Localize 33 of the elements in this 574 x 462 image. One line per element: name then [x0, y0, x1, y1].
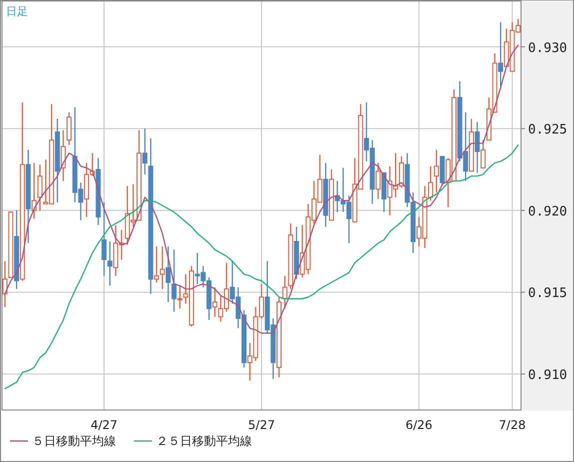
- line-series: [4, 144, 519, 390]
- chart-title: 日足: [6, 5, 28, 18]
- candlestick: [212, 286, 218, 318]
- candlestick: [172, 249, 177, 312]
- candlestick: [107, 240, 112, 286]
- candlestick: [288, 222, 294, 290]
- candlestick: [142, 128, 148, 176]
- candlestick: [166, 246, 171, 303]
- candlestick: [434, 149, 439, 194]
- legend-label: ２５日移動平均線: [156, 434, 252, 448]
- candlestick: [148, 138, 154, 294]
- candlestick: [160, 246, 165, 290]
- candlestick: [102, 202, 107, 276]
- x-tick-label: 4/27: [90, 418, 118, 432]
- x-tick-label: 6/26: [405, 418, 432, 432]
- x-tick-label: 7/28: [498, 418, 526, 432]
- candlestick: [26, 149, 31, 244]
- candlestick: [323, 162, 328, 228]
- y-tick-label: 0.910: [528, 368, 568, 384]
- y-tick-label: 0.930: [528, 40, 568, 56]
- candlestick: [177, 285, 182, 310]
- candlestick: [498, 22, 504, 87]
- y-tick-label: 0.925: [528, 122, 568, 138]
- y-tick-label: 0.915: [528, 286, 568, 302]
- candlestick: [54, 118, 60, 203]
- candlestick: [474, 121, 480, 174]
- candlestick: [60, 130, 66, 182]
- candlestick: [96, 157, 101, 226]
- candlestick: [282, 275, 288, 310]
- candlestick: [37, 164, 42, 212]
- x-tick-label: 5/27: [248, 418, 275, 432]
- legend-label: ５日移動平均線: [32, 434, 116, 448]
- y-tick-label: 0.920: [528, 204, 568, 220]
